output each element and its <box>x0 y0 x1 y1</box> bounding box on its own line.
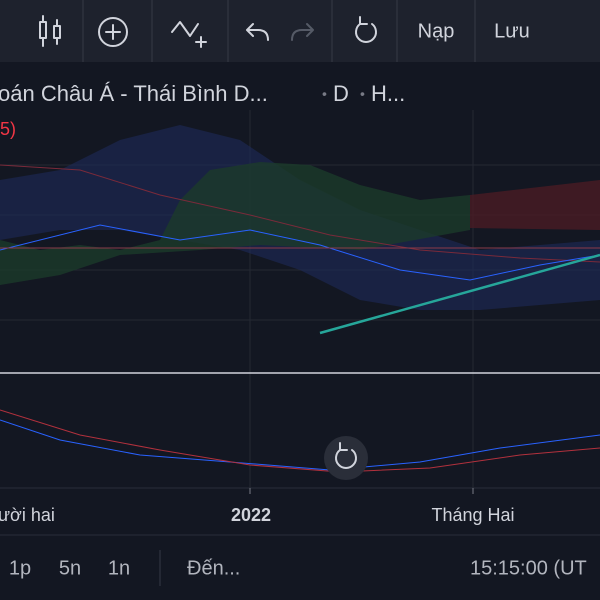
cloud-red <box>470 180 600 230</box>
signal-line <box>0 409 600 473</box>
dot: • <box>322 86 327 102</box>
save-button[interactable]: Lưu <box>494 20 530 42</box>
goto-button[interactable]: Đến... <box>187 557 240 579</box>
time-label: ười hai <box>0 505 55 525</box>
range-button[interactable]: 5n <box>59 557 81 579</box>
toolbar-separators <box>82 0 476 62</box>
candles-icon[interactable] <box>39 15 61 47</box>
macd-line <box>0 419 600 471</box>
indicator-icon[interactable] <box>171 21 207 48</box>
load-button[interactable]: Nạp <box>418 20 455 42</box>
clock: 15:15:00 (UT <box>470 557 587 579</box>
cloud-green <box>0 162 470 285</box>
bottom-bar <box>0 535 600 600</box>
reset-chart-button[interactable] <box>324 436 368 480</box>
add-icon[interactable] <box>98 17 128 47</box>
trend-line <box>319 253 600 335</box>
chart <box>0 110 600 488</box>
range-button[interactable]: 1n <box>108 557 130 579</box>
dot: • <box>360 86 365 102</box>
reset-chart-icon <box>335 442 357 469</box>
exchange: H... <box>371 81 405 106</box>
reset-icon[interactable] <box>355 16 377 43</box>
line-red <box>0 164 600 263</box>
redo-icon[interactable] <box>291 23 314 41</box>
time-label: Tháng Hai <box>431 505 514 525</box>
line-blue <box>0 224 600 281</box>
indicator-label: 5) <box>0 119 16 139</box>
range-button[interactable]: 1p <box>9 557 31 579</box>
time-label: 2022 <box>231 505 271 525</box>
interval: D <box>333 81 349 106</box>
undo-icon[interactable] <box>246 23 269 41</box>
symbol-name[interactable]: oán Châu Á - Thái Bình D... <box>0 81 268 106</box>
